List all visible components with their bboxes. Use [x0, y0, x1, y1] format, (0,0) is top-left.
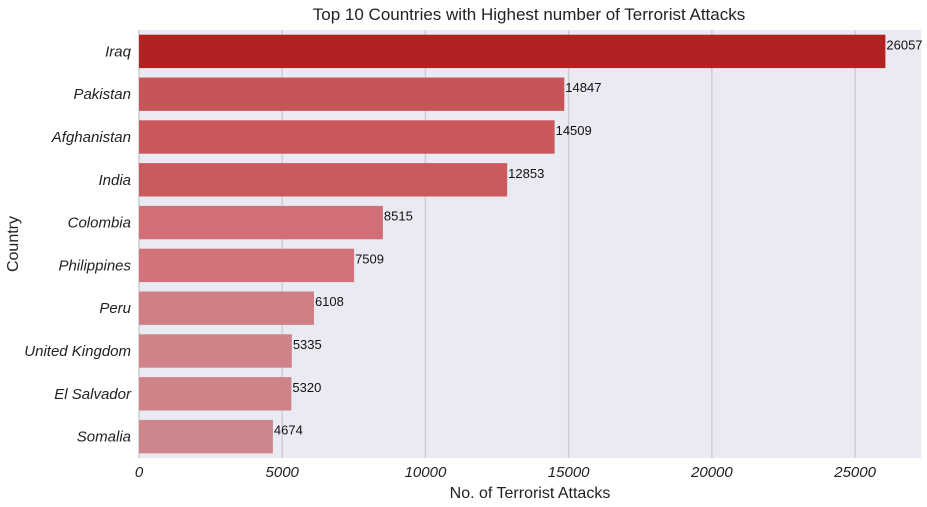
x-tick-label: 5000	[266, 464, 300, 481]
y-axis-label: Country	[5, 216, 22, 272]
bar-value-label: 26057	[886, 37, 922, 52]
bar-united-kingdom	[139, 334, 292, 368]
y-tick-label: India	[98, 172, 131, 189]
x-tick-labels: 0 5000 10000 15000 20000 25000	[135, 464, 877, 481]
y-tick-label: Peru	[99, 300, 131, 317]
y-tick-labels: Iraq Pakistan Afghanistan India Colombia Phil…	[24, 43, 132, 445]
chart-title: Top 10 Countries with Highest number of …	[313, 5, 745, 24]
x-tick-label: 15000	[548, 464, 590, 481]
x-tick-label: 25000	[833, 464, 876, 481]
x-axis-label: No. of Terrorist Attacks	[450, 485, 611, 502]
y-tick-label: Colombia	[68, 215, 131, 232]
y-tick-label: El Salvador	[54, 386, 132, 403]
bar-value-label: 5320	[292, 380, 321, 395]
x-tick-label: 20000	[690, 464, 733, 481]
bar-colombia	[139, 205, 383, 240]
value-labels: 26057 14847 14509 12853 8515 7509 6108 5335 5320…	[274, 37, 923, 437]
bar-philippines	[139, 248, 355, 283]
bar-peru	[139, 291, 314, 325]
bar-value-label: 6108	[315, 294, 344, 309]
bar-afghanistan	[139, 120, 555, 154]
bar-value-label: 8515	[384, 209, 413, 224]
bar-value-label: 12853	[508, 166, 544, 181]
bar-iraq	[139, 34, 886, 69]
bar-value-label: 14509	[556, 123, 592, 138]
bars	[139, 34, 886, 454]
x-tick-label: 0	[135, 464, 144, 481]
bar-value-label: 5335	[293, 337, 322, 352]
bar-value-label: 4674	[274, 423, 303, 438]
y-tick-label: Somalia	[77, 429, 131, 446]
y-tick-label: United Kingdom	[24, 343, 131, 360]
y-tick-label: Afghanistan	[51, 129, 131, 146]
bar-el-salvador	[139, 377, 292, 411]
bar-value-label: 7509	[355, 251, 384, 266]
y-tick-label: Iraq	[105, 43, 132, 60]
y-tick-label: Pakistan	[73, 86, 131, 103]
bar-somalia	[139, 419, 273, 454]
bar-pakistan	[139, 77, 565, 111]
y-tick-label: Philippines	[58, 257, 131, 274]
bar-india	[139, 163, 508, 197]
x-tick-label: 10000	[405, 464, 447, 481]
bar-value-label: 14847	[565, 80, 601, 95]
